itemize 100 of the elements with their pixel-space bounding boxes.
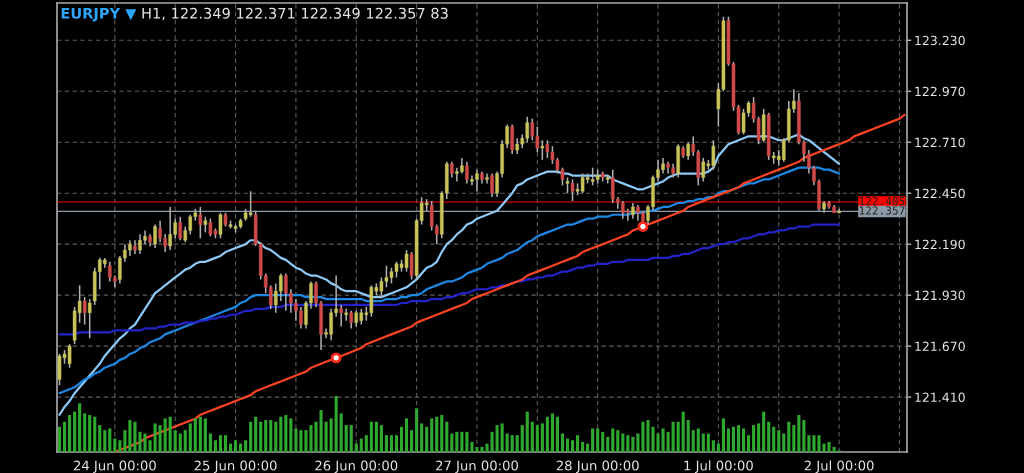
bar <box>178 433 182 452</box>
bar <box>530 421 534 452</box>
bar <box>696 428 700 452</box>
candlestick <box>198 206 203 240</box>
bar <box>681 411 685 452</box>
bar <box>93 416 97 452</box>
candlestick <box>490 172 494 198</box>
bar <box>299 430 303 452</box>
ref-line-label: 122.357 <box>859 206 905 215</box>
y-tick-label: 121.930 <box>915 290 965 301</box>
bar <box>103 430 107 452</box>
ref-line-label: 122.405 <box>859 196 905 206</box>
bar <box>284 415 288 452</box>
bar <box>415 408 419 452</box>
bar <box>198 416 202 452</box>
bar <box>228 443 233 452</box>
bar <box>384 435 388 452</box>
bar <box>239 443 243 452</box>
bar <box>259 421 263 452</box>
bar <box>113 438 117 452</box>
bar <box>183 430 187 452</box>
bar <box>128 420 132 452</box>
bar <box>832 446 836 452</box>
bar <box>364 435 368 452</box>
bar <box>782 433 786 452</box>
bar <box>731 426 736 452</box>
bar <box>435 416 439 452</box>
bar <box>802 420 806 452</box>
bar <box>430 418 434 452</box>
bar <box>62 421 67 452</box>
bar <box>555 416 559 452</box>
bar <box>193 418 197 452</box>
bar <box>611 428 615 452</box>
bar <box>636 433 640 452</box>
y-tick-label: 121.670 <box>915 341 965 352</box>
bar <box>359 438 363 452</box>
bar <box>550 413 554 452</box>
bar <box>349 425 353 452</box>
bar <box>244 440 248 452</box>
bar <box>98 425 102 452</box>
bar <box>389 435 394 452</box>
bar <box>500 423 504 452</box>
bar <box>772 426 776 452</box>
bar <box>741 428 746 452</box>
bar <box>425 426 429 452</box>
y-tick-label: 121.410 <box>915 392 965 403</box>
bar <box>762 411 766 452</box>
bar <box>752 425 756 452</box>
bar <box>626 435 630 452</box>
candlestick <box>570 178 575 202</box>
bar <box>269 420 273 452</box>
bar <box>510 435 514 452</box>
bar <box>545 416 549 452</box>
bar <box>369 421 373 452</box>
bar <box>631 436 635 452</box>
bar <box>208 433 212 452</box>
bar <box>540 423 544 452</box>
x-tick-label: 24 Jun 00:00 <box>73 460 156 473</box>
bar <box>460 431 464 452</box>
y-tick-label: 122.450 <box>915 188 965 199</box>
bar <box>168 416 172 452</box>
bar <box>736 425 741 452</box>
bar <box>329 418 333 452</box>
bar <box>254 416 258 452</box>
bar <box>324 421 328 452</box>
bar <box>591 428 595 452</box>
bar <box>701 433 705 452</box>
bar <box>163 418 167 452</box>
bar <box>153 423 157 452</box>
bar <box>601 431 605 452</box>
bar <box>767 421 771 452</box>
bar <box>374 421 378 452</box>
candlestick <box>153 223 157 249</box>
candlestick <box>409 251 414 281</box>
bar <box>505 433 509 452</box>
line-series <box>113 113 906 452</box>
bar <box>57 426 62 452</box>
bar <box>581 441 585 452</box>
bar <box>173 430 177 452</box>
candlestick <box>540 139 545 161</box>
bar <box>706 433 710 452</box>
x-tick-label: 1 Jul 00:00 <box>684 460 753 473</box>
bar <box>399 426 404 452</box>
bar <box>671 421 675 452</box>
bar <box>757 423 761 452</box>
y-tick-label: 122.970 <box>915 86 965 97</box>
bar <box>777 430 781 452</box>
bar <box>410 430 414 452</box>
bar <box>158 425 162 452</box>
bar <box>279 416 283 452</box>
bar <box>495 425 499 452</box>
bar <box>249 421 253 452</box>
bar <box>339 413 343 452</box>
bar <box>560 433 565 452</box>
bar <box>213 440 217 452</box>
bar <box>83 413 87 452</box>
bar <box>606 436 610 452</box>
bar <box>787 421 791 452</box>
bar <box>661 428 665 452</box>
candlestick <box>82 296 87 326</box>
